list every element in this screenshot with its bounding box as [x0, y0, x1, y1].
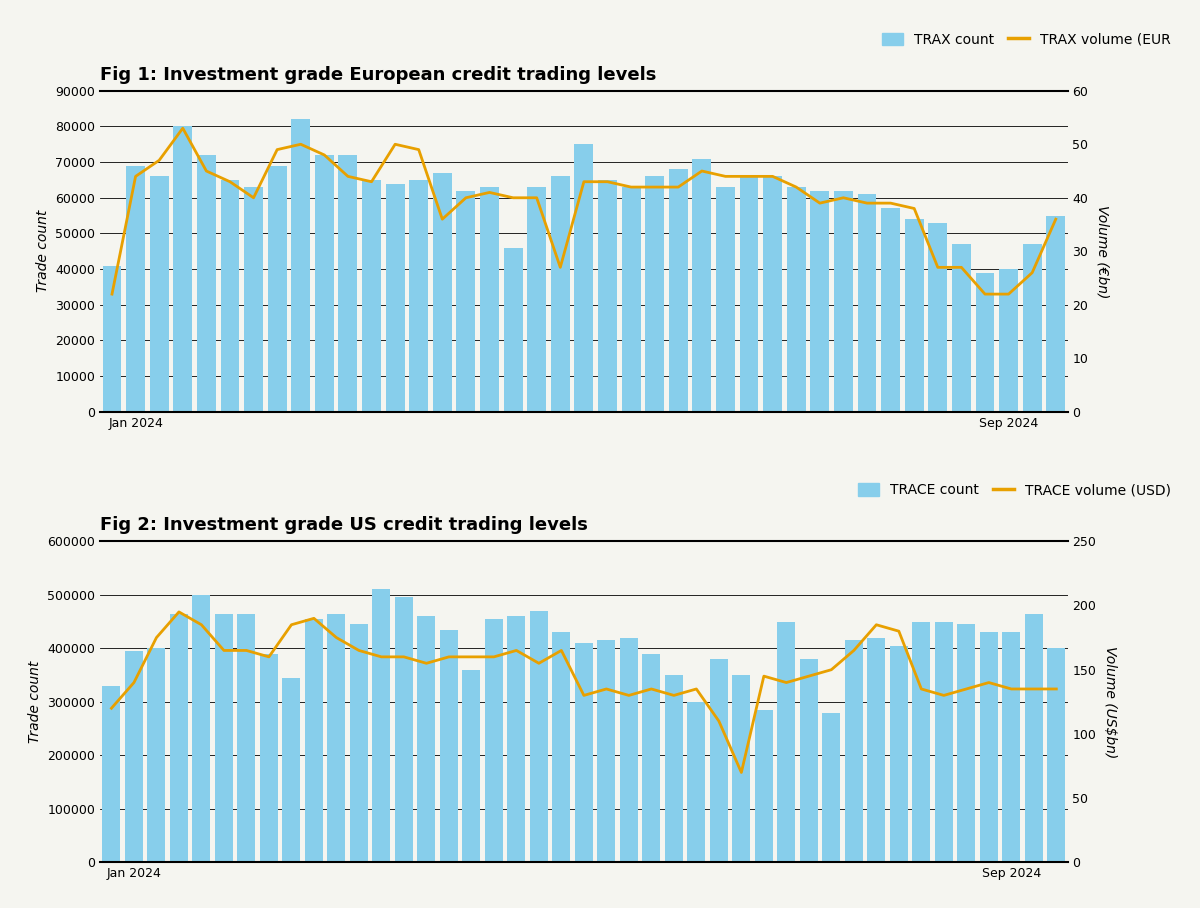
Bar [787, 187, 805, 412]
Bar [527, 187, 546, 412]
Bar [504, 248, 522, 412]
Bar [810, 191, 829, 412]
Bar [778, 622, 796, 863]
Bar [433, 173, 451, 412]
Bar [328, 614, 346, 863]
Bar [350, 624, 368, 863]
Bar [170, 614, 188, 863]
Bar [244, 187, 263, 412]
Bar [173, 126, 192, 412]
Bar [929, 222, 947, 412]
Bar [440, 629, 458, 863]
Bar [480, 187, 499, 412]
Bar [890, 646, 908, 863]
Bar [385, 183, 404, 412]
Bar [395, 597, 413, 863]
Bar [868, 637, 886, 863]
Bar [980, 632, 998, 863]
Bar [1046, 215, 1066, 412]
Y-axis label: Trade count: Trade count [36, 210, 49, 292]
Bar [845, 640, 863, 863]
Bar [732, 675, 750, 863]
Bar [1002, 632, 1020, 863]
Bar [763, 176, 782, 412]
Bar [755, 710, 773, 863]
Bar [834, 191, 853, 412]
Bar [739, 176, 758, 412]
Bar [418, 617, 436, 863]
Bar [905, 219, 924, 412]
Bar [912, 622, 930, 863]
Bar [282, 677, 300, 863]
Bar [126, 165, 145, 412]
Bar [646, 176, 664, 412]
Bar [822, 713, 840, 863]
Bar [688, 702, 706, 863]
Bar [1000, 269, 1018, 412]
Bar [338, 155, 358, 412]
Text: Fig 2: Investment grade US credit trading levels: Fig 2: Investment grade US credit tradin… [100, 516, 588, 534]
Bar [221, 180, 240, 412]
Bar [150, 176, 169, 412]
Bar [238, 614, 256, 863]
Bar [1022, 244, 1042, 412]
Bar [292, 119, 310, 412]
Bar [1048, 648, 1066, 863]
Bar [881, 209, 900, 412]
Bar [551, 176, 570, 412]
Bar [192, 595, 210, 863]
Bar [858, 194, 876, 412]
Bar [260, 654, 278, 863]
Bar [1025, 614, 1043, 863]
Bar [958, 624, 976, 863]
Bar [485, 619, 503, 863]
Bar [305, 619, 323, 863]
Bar [530, 611, 548, 863]
Bar [620, 637, 638, 863]
Bar [102, 265, 121, 412]
Bar [575, 643, 593, 863]
Bar [665, 675, 683, 863]
Bar [148, 648, 166, 863]
Bar [552, 632, 570, 863]
Y-axis label: Volume (€bn): Volume (€bn) [1096, 204, 1109, 298]
Bar [268, 165, 287, 412]
Bar [362, 180, 380, 412]
Bar [622, 187, 641, 412]
Legend: TRACE count, TRACE volume (USD): TRACE count, TRACE volume (USD) [853, 478, 1177, 503]
Text: Fig 1: Investment grade European credit trading levels: Fig 1: Investment grade European credit … [100, 65, 656, 84]
Y-axis label: Volume (US$bn): Volume (US$bn) [1103, 646, 1117, 758]
Bar [935, 622, 953, 863]
Bar [125, 651, 143, 863]
Bar [508, 617, 526, 863]
Legend: TRAX count, TRAX volume (EUR: TRAX count, TRAX volume (EUR [877, 27, 1177, 52]
Bar [642, 654, 660, 863]
Bar [598, 180, 617, 412]
Bar [197, 155, 216, 412]
Bar [575, 144, 593, 412]
Bar [976, 272, 995, 412]
Bar [456, 191, 475, 412]
Bar [598, 640, 616, 863]
Bar [409, 180, 428, 412]
Bar [668, 169, 688, 412]
Bar [710, 659, 728, 863]
Bar [314, 155, 334, 412]
Y-axis label: Trade count: Trade count [28, 661, 42, 743]
Bar [800, 659, 818, 863]
Bar [372, 589, 390, 863]
Bar [102, 686, 120, 863]
Bar [462, 670, 480, 863]
Bar [692, 159, 712, 412]
Bar [952, 244, 971, 412]
Bar [215, 614, 233, 863]
Bar [716, 187, 734, 412]
